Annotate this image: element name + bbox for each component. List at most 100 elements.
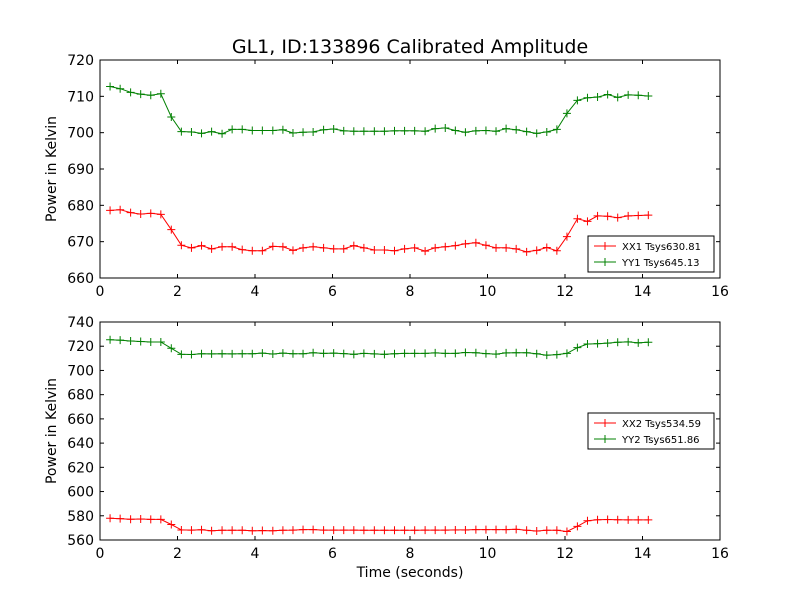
- data-point: [218, 242, 227, 251]
- data-point: [542, 243, 551, 252]
- data-point: [288, 246, 297, 255]
- data-point: [268, 242, 277, 251]
- data-point: [329, 244, 338, 253]
- y-tick-label: 640: [67, 436, 94, 452]
- data-point: [644, 91, 653, 100]
- legend-box: [587, 412, 715, 450]
- data-point: [471, 238, 480, 247]
- data-point: [278, 349, 287, 358]
- y-tick-label: 680: [67, 388, 94, 404]
- data-point: [207, 526, 216, 535]
- data-point: [197, 525, 206, 534]
- data-point: [562, 232, 571, 241]
- data-point: [126, 515, 135, 524]
- data-point: [187, 526, 196, 535]
- data-point: [349, 127, 358, 136]
- series-1: [106, 514, 653, 536]
- data-point: [492, 350, 501, 359]
- data-point: [207, 244, 216, 253]
- data-point: [390, 126, 399, 135]
- data-point: [349, 350, 358, 359]
- data-point: [309, 348, 318, 357]
- data-point: [268, 526, 277, 535]
- data-point: [380, 127, 389, 136]
- data-point: [502, 243, 511, 252]
- data-point: [319, 125, 328, 134]
- x-axis-label: Time (seconds): [356, 565, 464, 581]
- legend-marker: [601, 419, 609, 427]
- data-point: [268, 349, 277, 358]
- data-point: [481, 349, 490, 358]
- data-point: [116, 336, 125, 345]
- data-point: [187, 350, 196, 359]
- y-tick-label: 700: [67, 126, 94, 142]
- data-point: [136, 515, 145, 524]
- x-tick-label: 6: [328, 284, 337, 300]
- data-point: [461, 239, 470, 248]
- data-point: [309, 127, 318, 136]
- data-point: [106, 206, 115, 215]
- data-point: [228, 349, 237, 358]
- data-point: [167, 520, 176, 529]
- data-point: [613, 515, 622, 524]
- data-point: [603, 90, 612, 99]
- data-point: [532, 246, 541, 255]
- data-point: [573, 522, 582, 531]
- x-tick-label: 6: [328, 546, 337, 562]
- legend-label: YY2 Tsys651.86: [621, 435, 700, 446]
- data-point: [359, 243, 368, 252]
- figure-title: GL1, ID:133896 Calibrated Amplitude: [232, 36, 588, 58]
- legend: XX2 Tsys534.59 YY2 Tsys651.86: [587, 412, 715, 450]
- data-point: [583, 93, 592, 102]
- data-point: [329, 349, 338, 358]
- data-point: [370, 349, 379, 358]
- x-tick-label: 2: [173, 546, 182, 562]
- series-2: [106, 335, 653, 360]
- y-tick-label: 560: [67, 533, 94, 549]
- data-point: [248, 526, 257, 535]
- data-point: [268, 126, 277, 135]
- legend-box: [587, 235, 715, 273]
- data-point: [461, 525, 470, 534]
- data-point: [228, 125, 237, 134]
- y-tick-label: 720: [67, 339, 94, 355]
- series-2: [106, 82, 653, 138]
- data-point: [156, 210, 165, 219]
- data-point: [349, 241, 358, 250]
- y-tick-label: 710: [67, 89, 94, 105]
- data-point: [644, 515, 653, 524]
- data-point: [410, 243, 419, 252]
- data-point: [299, 128, 308, 137]
- data-point: [359, 127, 368, 136]
- panel-1: 0 2 4 6 8 10 12 14 16 660 670 680 690 700 710 720 Power …: [44, 53, 729, 300]
- data-point: [228, 526, 237, 535]
- data-point: [248, 349, 257, 358]
- data-point: [177, 525, 186, 534]
- legend-marker: [601, 435, 609, 443]
- data-point: [329, 125, 338, 134]
- data-point: [562, 349, 571, 358]
- data-point: [106, 335, 115, 344]
- x-tick-label: 14: [634, 284, 652, 300]
- legend: XX1 Tsys630.81 YY1 Tsys645.13: [587, 235, 715, 273]
- data-point: [431, 243, 440, 252]
- data-point: [146, 337, 155, 346]
- data-point: [421, 247, 430, 256]
- data-point: [522, 348, 531, 357]
- data-point: [359, 526, 368, 535]
- data-point: [603, 339, 612, 348]
- legend-label: XX1 Tsys630.81: [622, 242, 701, 253]
- data-point: [278, 125, 287, 134]
- data-point: [116, 84, 125, 93]
- legend-marker: [601, 258, 609, 266]
- data-point: [471, 126, 480, 135]
- data-point: [481, 241, 490, 250]
- data-point: [421, 349, 430, 358]
- data-point: [258, 246, 267, 255]
- x-tick-label: 10: [479, 284, 497, 300]
- data-point: [319, 526, 328, 535]
- x-tick-label: 16: [711, 546, 729, 562]
- data-point: [441, 242, 450, 251]
- data-point: [319, 243, 328, 252]
